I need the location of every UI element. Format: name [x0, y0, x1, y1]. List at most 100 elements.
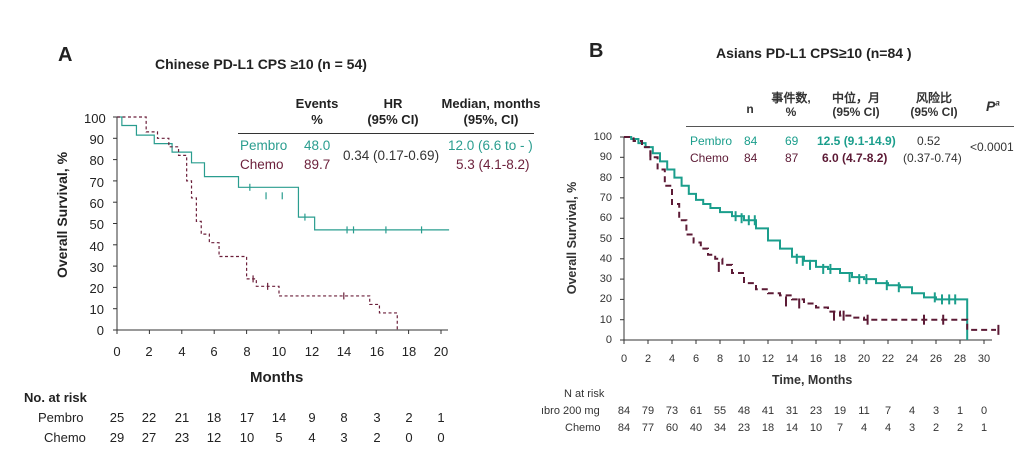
panel-b-letter: B	[589, 40, 604, 62]
b-risk-cell: 2	[932, 422, 940, 434]
a-risk-cell: 22	[141, 410, 157, 425]
b-ytick: 90	[599, 151, 612, 163]
a-risk-cell: 8	[340, 410, 348, 425]
b-risk-cell: 3	[908, 422, 916, 434]
b-table-rule	[686, 126, 1014, 127]
b-xtick: 6	[692, 353, 700, 365]
a-risk-title: No. at risk	[24, 390, 87, 405]
b-risk-cell: 4	[884, 422, 892, 434]
b-head-hr-label: 风险比	[915, 91, 952, 105]
b-risk-cell: 40	[689, 422, 703, 434]
b-risk-pembro-label: ıbro 200 mg	[541, 405, 600, 417]
a-ytick: 40	[89, 239, 104, 254]
b-head-hr: 风险比 (95% CI)	[898, 91, 970, 119]
b-risk-cell: 0	[980, 405, 988, 417]
b-ytick: 70	[599, 192, 612, 204]
b-xtick: 10	[737, 353, 751, 365]
b-risk-cell: 7	[836, 422, 844, 434]
a-ytick: 60	[89, 196, 104, 211]
b-xtick: 16	[809, 353, 823, 365]
b-risk-cell: 79	[641, 405, 655, 417]
b-xtick: 24	[905, 353, 919, 365]
b-xtick: 8	[716, 353, 724, 365]
a-head-median: Median, months (95%, CI)	[436, 96, 546, 128]
b-head-median: 中位，月 (95% CI)	[816, 91, 896, 119]
a-risk-cell: 17	[239, 410, 255, 425]
a-xtick: 12	[304, 344, 320, 359]
b-head-p: Pa	[986, 98, 1000, 114]
b-ytick: 10	[599, 314, 612, 326]
a-head-events: Events %	[287, 96, 347, 128]
a-xtick: 8	[243, 344, 251, 359]
b-xtick: 14	[785, 353, 799, 365]
b-row-chemo-label: Chemo	[690, 151, 729, 165]
b-head-p-label: P	[986, 98, 996, 114]
a-xtick: 6	[210, 344, 218, 359]
a-xtick: 14	[336, 344, 352, 359]
b-risk-cell: 1	[980, 422, 988, 434]
b-xtick: 26	[929, 353, 943, 365]
a-head-events-unit: %	[311, 112, 323, 127]
a-xtick: 4	[178, 344, 186, 359]
b-risk-cell: 34	[713, 422, 727, 434]
a-risk-cell: 5	[275, 430, 283, 445]
a-risk-cell: 9	[308, 410, 316, 425]
b-risk-cell: 77	[641, 422, 655, 434]
a-xtick: 16	[369, 344, 385, 359]
a-risk-cell: 10	[239, 430, 255, 445]
b-risk-cell: 10	[809, 422, 823, 434]
a-ytick: 100	[84, 111, 106, 126]
b-head-p-sup: a	[995, 98, 1000, 108]
a-head-hr-ci: (95% CI)	[367, 112, 419, 127]
b-head-n: n	[746, 102, 754, 116]
b-head-events: 事件数, %	[762, 91, 820, 119]
b-risk-cell: 4	[860, 422, 868, 434]
b-risk-cell: 23	[809, 405, 823, 417]
b-ytick: 50	[599, 233, 612, 245]
b-xtick: 18	[833, 353, 847, 365]
a-hr-value: 0.34 (0.17-0.69)	[343, 148, 440, 163]
b-head-median-label: 中位，月	[831, 91, 880, 105]
b-ytick: 0	[605, 334, 612, 346]
a-head-median-ci: (95%, CI)	[463, 112, 519, 127]
b-head-median-ci: (95% CI)	[832, 105, 880, 119]
a-row-pembro-events: 48.0	[304, 138, 331, 153]
b-risk-chemo-label: Chemo	[565, 422, 601, 434]
a-risk-cell: 0	[437, 430, 445, 445]
a-ytick: 30	[89, 260, 104, 275]
b-risk-cell: 73	[665, 405, 679, 417]
b-ytick: 100	[593, 131, 612, 143]
a-risk-cell: 2	[405, 410, 413, 425]
a-risk-cell: 12	[206, 430, 222, 445]
panel-b-title: Asians PD-L1 CPS≥10 (n=84 )	[716, 45, 912, 61]
a-risk-cell: 18	[206, 410, 222, 425]
b-xtick: 12	[761, 353, 775, 365]
b-risk-cell: 14	[785, 422, 799, 434]
b-risk-cell: 1	[956, 405, 964, 417]
b-ytick: 60	[599, 212, 612, 224]
a-row-pembro-label: Pembro	[240, 138, 288, 153]
b-risk-cell: 84	[617, 405, 631, 417]
b-risk-cell: 31	[785, 405, 799, 417]
b-row-chemo-median: 6.0 (4.7-8.2)	[822, 151, 888, 165]
b-ytick: 40	[599, 253, 612, 265]
a-xtick: 18	[401, 344, 417, 359]
panel-a-xlabel: Months	[250, 369, 304, 386]
a-risk-cell: 21	[174, 410, 190, 425]
b-row-pembro-events: 69	[785, 134, 799, 148]
a-xtick: 10	[271, 344, 287, 359]
a-risk-cell: 3	[340, 430, 348, 445]
b-ytick: 30	[599, 273, 612, 285]
b-row-chemo-events: 87	[785, 151, 799, 165]
a-risk-cell: 27	[141, 430, 157, 445]
a-head-hr-label: HR	[383, 96, 403, 111]
a-head-median-label: Median, months	[441, 96, 541, 111]
a-row-chemo-label: Chemo	[240, 157, 284, 172]
b-ytick: 20	[599, 293, 612, 305]
b-xtick: 4	[668, 353, 676, 365]
b-hr-value: 0.52	[917, 134, 941, 148]
b-ytick: 80	[599, 172, 612, 184]
a-ytick: 50	[89, 217, 104, 232]
